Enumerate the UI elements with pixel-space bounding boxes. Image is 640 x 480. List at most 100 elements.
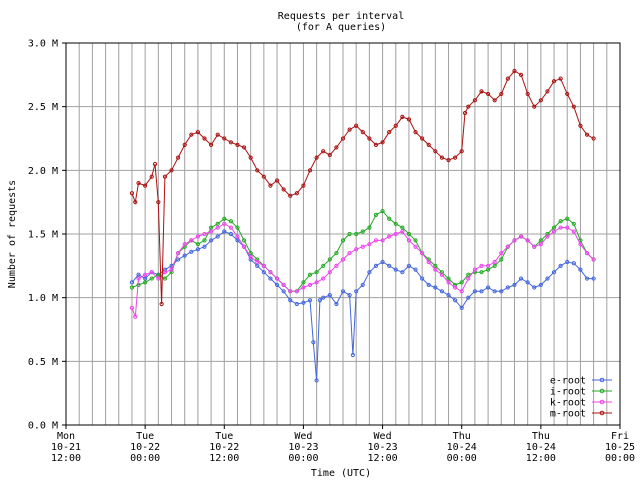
- data-point: [340, 289, 346, 294]
- x-tick-label: 00:00: [130, 453, 160, 464]
- data-point: [189, 249, 194, 254]
- data-point: [301, 280, 306, 285]
- data-point: [268, 183, 273, 188]
- data-point: [413, 238, 418, 243]
- data-point: [136, 272, 141, 277]
- data-point: [182, 142, 187, 147]
- data-point: [505, 244, 510, 249]
- data-point: [195, 247, 201, 252]
- data-point: [571, 229, 576, 234]
- data-point: [149, 270, 154, 275]
- data-point: [545, 231, 550, 237]
- data-point: [367, 136, 372, 141]
- y-tick-label: 2.5 M: [28, 102, 58, 113]
- data-point: [159, 301, 164, 307]
- data-point: [215, 234, 220, 239]
- y-tick-label: 1.0 M: [28, 293, 58, 304]
- data-point: [281, 187, 286, 192]
- data-point: [334, 251, 339, 256]
- data-point: [268, 270, 273, 275]
- data-point: [248, 254, 253, 260]
- data-point: [571, 104, 576, 109]
- legend-label-i-root: i-root: [550, 387, 586, 398]
- data-point: [307, 168, 313, 173]
- data-point: [499, 91, 504, 97]
- data-point: [354, 247, 359, 252]
- data-point: [281, 282, 286, 288]
- data-point: [413, 267, 418, 272]
- data-point: [321, 295, 326, 300]
- data-point: [565, 259, 570, 265]
- data-point: [393, 267, 398, 272]
- x-tick-label: 12:00: [526, 453, 556, 464]
- data-point: [367, 242, 372, 247]
- data-point: [133, 200, 138, 205]
- data-point: [268, 276, 273, 281]
- data-point: [162, 267, 168, 272]
- series-e-root: [129, 229, 596, 383]
- data-point: [301, 300, 306, 305]
- legend-marker-m-root: [599, 410, 605, 416]
- data-point: [189, 238, 194, 243]
- data-point: [327, 152, 332, 158]
- data-point: [472, 98, 478, 103]
- data-point: [380, 208, 385, 214]
- data-point: [169, 270, 174, 275]
- data-point: [538, 242, 543, 247]
- data-point: [433, 263, 438, 268]
- x-tick-label: Wed: [294, 431, 312, 442]
- data-point: [565, 216, 570, 221]
- data-point: [499, 289, 504, 294]
- data-point: [565, 225, 570, 230]
- data-point: [512, 68, 517, 74]
- data-point: [321, 276, 326, 281]
- data-point: [453, 298, 458, 303]
- legend-marker-i-root: [599, 388, 605, 394]
- data-point: [143, 276, 148, 281]
- data-point: [545, 89, 550, 94]
- data-point: [433, 149, 438, 154]
- data-point: [314, 270, 319, 275]
- data-point: [314, 155, 319, 160]
- x-tick-label: 12:00: [368, 453, 398, 464]
- data-point: [571, 221, 576, 226]
- data-point: [334, 301, 339, 307]
- data-point: [584, 276, 590, 281]
- y-axis-label: Number of requests: [7, 180, 18, 288]
- data-point: [301, 183, 306, 188]
- x-tick-label: Thu: [532, 431, 550, 442]
- data-point: [380, 259, 385, 265]
- data-point: [400, 225, 405, 230]
- data-point: [152, 161, 158, 167]
- data-point: [525, 91, 530, 97]
- x-tick-label: 10-22: [209, 442, 239, 453]
- data-point: [406, 238, 412, 243]
- data-point: [347, 293, 352, 298]
- data-point: [466, 295, 471, 300]
- data-point: [459, 280, 464, 285]
- data-point: [176, 155, 181, 160]
- data-point: [367, 270, 372, 275]
- data-point: [400, 270, 405, 275]
- y-tick-label: 0.5 M: [28, 357, 58, 368]
- data-point: [169, 168, 174, 173]
- y-tick-label: 1.5 M: [28, 230, 58, 241]
- data-point: [334, 263, 339, 268]
- data-point: [327, 257, 332, 262]
- data-point: [143, 272, 148, 277]
- data-point: [156, 276, 161, 281]
- y-tick-label: 2.0 M: [28, 166, 58, 177]
- data-point: [400, 229, 405, 234]
- data-point: [294, 191, 299, 196]
- x-tick-label: Thu: [453, 431, 471, 442]
- data-point: [459, 305, 464, 310]
- data-point: [532, 104, 537, 109]
- data-point: [294, 301, 299, 307]
- data-point: [373, 238, 379, 243]
- data-point: [261, 270, 266, 275]
- data-point: [472, 267, 478, 272]
- data-point: [176, 257, 181, 262]
- data-point: [129, 280, 135, 285]
- data-point: [360, 282, 365, 288]
